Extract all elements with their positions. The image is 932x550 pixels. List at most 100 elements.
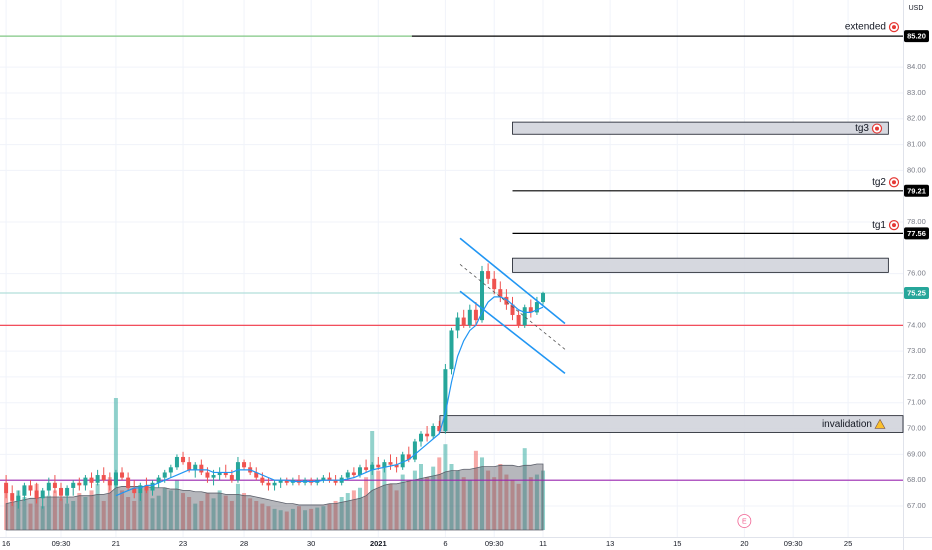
candles <box>4 263 546 509</box>
volume-bar <box>120 490 125 530</box>
candle-body <box>431 425 436 437</box>
target-icon-inner <box>892 223 896 228</box>
volume-bar <box>16 490 21 530</box>
volume-bar <box>351 490 356 530</box>
candle-body <box>327 477 332 481</box>
price-label: 75.25 <box>907 289 926 298</box>
volume-bar <box>266 506 271 530</box>
candle-body <box>132 487 137 494</box>
volume-bar <box>315 507 320 530</box>
candle-body <box>40 490 45 499</box>
x-tick-label: 28 <box>240 539 248 548</box>
volume-bar <box>400 474 405 530</box>
candle-body <box>83 477 88 486</box>
x-tick-label: 25 <box>844 539 852 548</box>
y-tick-label: 71.00 <box>907 398 926 407</box>
price-label-box <box>904 287 929 300</box>
volume-bar <box>388 483 393 530</box>
candle-body <box>443 369 448 432</box>
y-tick-label: 84.00 <box>907 62 926 71</box>
candle-body <box>211 475 216 478</box>
target-icon-inner <box>892 25 896 30</box>
volume-bar <box>461 477 466 530</box>
candle-body <box>345 472 350 478</box>
boxes <box>439 121 904 433</box>
volume-bar <box>376 470 381 530</box>
event-marker <box>737 514 752 528</box>
volume-bar <box>382 464 387 530</box>
x-tick-label: 21 <box>112 539 120 548</box>
volume-bar <box>101 500 106 530</box>
x-tick-label: 13 <box>606 539 614 548</box>
volume-bar <box>46 495 51 530</box>
candle-body <box>370 464 375 470</box>
y-tick-label: 73.00 <box>907 346 926 355</box>
trendlines <box>459 237 566 374</box>
candle-body <box>16 495 21 501</box>
candle-body <box>333 480 338 483</box>
volume-bar <box>199 500 204 530</box>
x-tick-label: 09:30 <box>52 539 71 548</box>
price-label: 85.20 <box>907 32 926 41</box>
candle-body <box>120 472 125 478</box>
candle-body <box>522 307 527 326</box>
x-tick-label: 09:30 <box>784 539 803 548</box>
candle-body <box>113 472 118 486</box>
candle-body <box>77 482 82 486</box>
candle-body <box>199 464 204 473</box>
candle-body <box>4 482 9 494</box>
candle-body <box>193 464 198 470</box>
candle-body <box>65 487 70 496</box>
x-tick-label: 2021 <box>370 539 387 548</box>
volume-bar <box>449 464 454 530</box>
volume-bar <box>211 498 216 530</box>
candle-body <box>187 462 192 470</box>
volume-bar <box>364 477 369 530</box>
volume-bar <box>467 479 472 530</box>
volume-bar <box>217 490 222 530</box>
price-label-box <box>904 184 929 197</box>
candle-body <box>107 480 112 486</box>
zone-box <box>512 121 889 135</box>
y-tick-label: 68.00 <box>907 475 926 484</box>
volume-bar <box>22 497 27 530</box>
volume-bar <box>132 500 137 530</box>
candle-body <box>156 477 161 483</box>
volume-bar <box>412 470 417 530</box>
x-tick-label: 30 <box>307 539 315 548</box>
volume-bar <box>144 490 149 530</box>
y-tick-label: 80.00 <box>907 165 926 174</box>
volume-bar <box>303 510 308 530</box>
events: E <box>737 514 752 528</box>
volume-bar <box>248 498 253 530</box>
candle-body <box>34 490 39 499</box>
event-label: E <box>742 518 747 525</box>
price-label-box <box>904 30 929 43</box>
price-label-box <box>904 227 929 240</box>
candle-body <box>150 482 155 491</box>
candle-body <box>467 309 472 326</box>
y-tick-label: 78.00 <box>907 217 926 226</box>
zone-box <box>439 415 904 433</box>
price-label: 79.21 <box>907 186 926 195</box>
volume-bar <box>71 500 76 530</box>
y-tick-label: 69.00 <box>907 449 926 458</box>
volume-bar <box>418 464 423 530</box>
axes: 67.00 68.00 69.00 70.00 71.00 72.00 73.00 74.00… <box>2 62 926 548</box>
volume-bar <box>431 466 436 530</box>
volume-bar <box>290 508 295 530</box>
candle-body <box>101 475 106 481</box>
candle-body <box>126 477 131 488</box>
volume-ma-area <box>5 463 544 531</box>
trendline <box>459 290 566 374</box>
volume-bar <box>480 457 485 530</box>
volume-bar <box>321 506 326 530</box>
annotation-label: tg3 <box>855 123 869 134</box>
volume-bar <box>107 477 112 530</box>
candle-body <box>437 425 442 432</box>
volume-bar <box>52 490 57 530</box>
x-tick-label: 20 <box>740 539 748 548</box>
volume-bar <box>28 503 33 530</box>
